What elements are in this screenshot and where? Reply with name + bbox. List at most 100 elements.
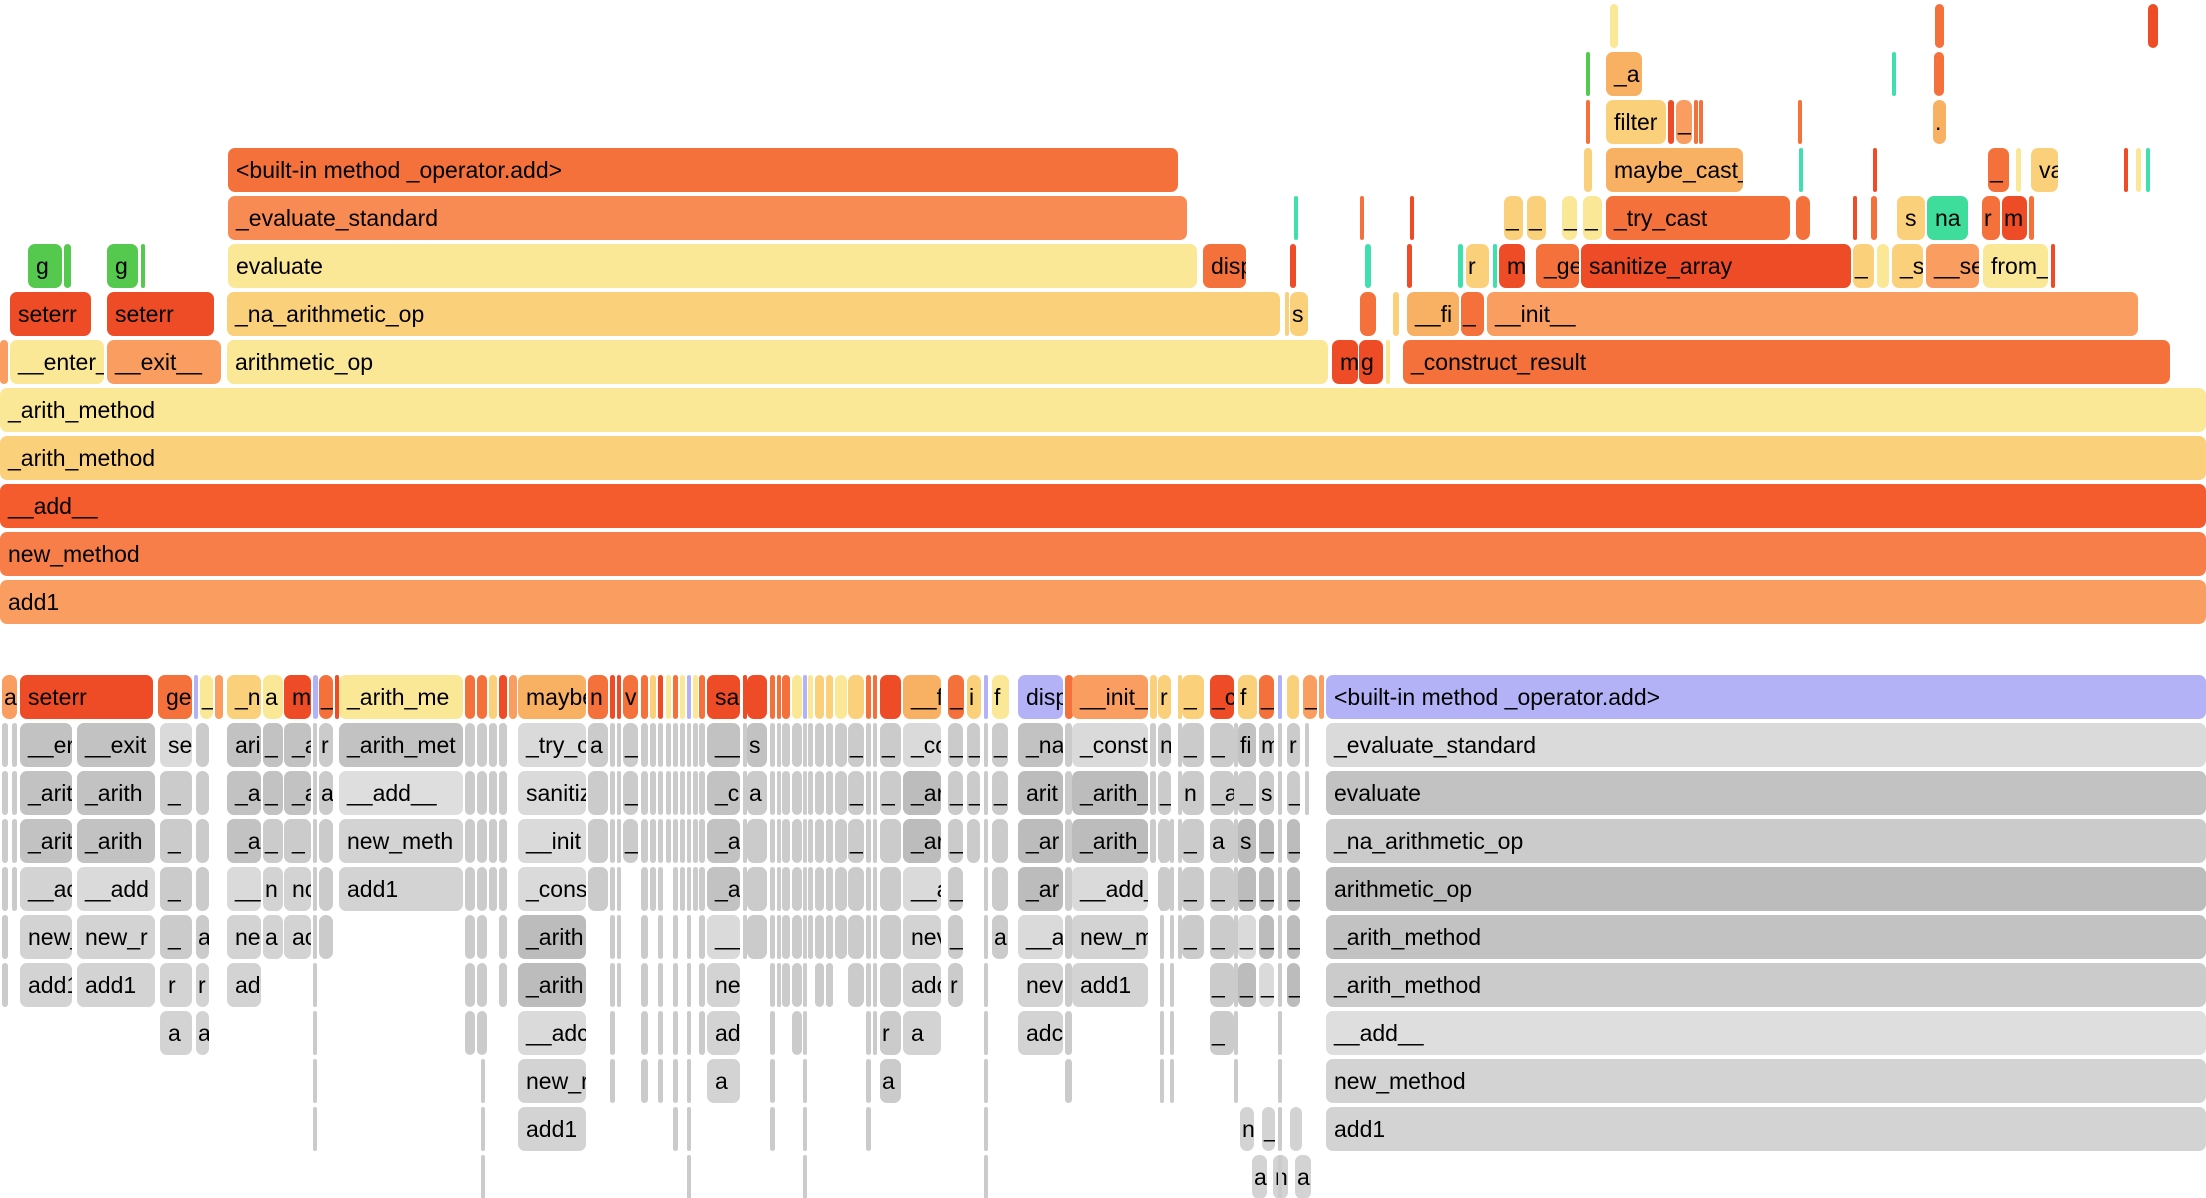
flame-frame[interactable] — [673, 1059, 678, 1103]
flame-frame[interactable] — [873, 771, 877, 815]
flame-frame[interactable] — [687, 1011, 691, 1055]
flame-frame[interactable] — [770, 1107, 775, 1151]
flame-frame[interactable] — [803, 723, 807, 767]
flame-frame[interactable] — [673, 723, 678, 767]
flame-frame[interactable] — [313, 963, 317, 1007]
flame-frame[interactable] — [499, 963, 507, 1007]
flame-frame[interactable] — [873, 723, 877, 767]
flame-frame[interactable]: arithmetic_op — [1326, 867, 2206, 911]
flame-frame[interactable] — [1160, 867, 1164, 911]
flame-frame[interactable] — [815, 963, 824, 1007]
flame-frame[interactable]: _ — [1182, 867, 1204, 911]
flame-frame[interactable]: _ — [263, 723, 283, 767]
flame-frame[interactable]: __ — [707, 915, 740, 959]
flame-frame[interactable] — [1365, 244, 1371, 288]
flame-frame[interactable] — [641, 963, 648, 1007]
flame-frame[interactable] — [477, 867, 487, 911]
flame-frame[interactable] — [673, 771, 678, 815]
flame-frame[interactable]: _arit — [20, 771, 72, 815]
flame-frame[interactable] — [1278, 723, 1282, 767]
flame-frame[interactable] — [699, 963, 705, 1007]
flame-frame[interactable]: _const — [1072, 723, 1148, 767]
flame-frame[interactable]: __er — [20, 723, 72, 767]
flame-frame[interactable]: __init — [518, 819, 586, 863]
flame-frame[interactable] — [465, 675, 475, 719]
flame-frame[interactable] — [215, 675, 223, 719]
flame-frame[interactable] — [792, 963, 802, 1007]
flame-frame[interactable]: a — [903, 1011, 941, 1055]
flame-frame[interactable]: a — [196, 1011, 209, 1055]
flame-frame[interactable]: _a — [227, 771, 261, 815]
flame-frame[interactable]: _ — [1210, 963, 1234, 1007]
flame-frame[interactable] — [610, 771, 615, 815]
flame-frame[interactable] — [866, 915, 871, 959]
flame-frame[interactable]: _ — [1210, 723, 1234, 767]
flame-frame[interactable]: _evaluate_standard — [1326, 723, 2206, 767]
flame-frame[interactable] — [687, 819, 691, 863]
flame-frame[interactable]: _ — [200, 675, 213, 719]
flame-frame[interactable]: _ — [1527, 196, 1546, 240]
flame-frame[interactable]: r — [196, 963, 209, 1007]
flame-frame[interactable] — [12, 723, 17, 767]
flame-frame[interactable] — [967, 819, 980, 863]
flame-frame[interactable] — [1798, 100, 1802, 144]
flame-frame-selected[interactable] — [313, 675, 318, 719]
flame-frame[interactable] — [747, 675, 767, 719]
flame-frame[interactable] — [699, 867, 705, 911]
flame-frame[interactable]: _ — [623, 771, 638, 815]
flame-frame[interactable]: filter — [1606, 100, 1666, 144]
flame-frame[interactable]: _a — [227, 819, 261, 863]
flame-frame[interactable]: r — [1982, 196, 2000, 240]
flame-frame[interactable]: _arith_method — [0, 388, 2206, 432]
flame-frame[interactable]: _ — [948, 771, 963, 815]
flame-frame[interactable]: _ — [1562, 196, 1577, 240]
flame-frame[interactable]: f — [992, 675, 1009, 719]
flame-frame[interactable]: evaluate — [228, 244, 1197, 288]
flame-frame[interactable] — [770, 1011, 775, 1055]
flame-frame[interactable]: maybe_cast_t — [1606, 148, 1743, 192]
flame-frame[interactable] — [693, 867, 698, 911]
flame-frame[interactable] — [588, 867, 608, 911]
flame-frame[interactable] — [617, 819, 621, 863]
flame-frame[interactable] — [2, 915, 8, 959]
flame-frame[interactable] — [815, 771, 824, 815]
flame-frame[interactable] — [1934, 52, 1944, 96]
flame-frame[interactable] — [873, 1011, 877, 1055]
flame-frame[interactable] — [2136, 148, 2141, 192]
flame-frame[interactable] — [687, 771, 691, 815]
flame-frame[interactable] — [465, 1011, 475, 1055]
flame-frame[interactable] — [693, 723, 698, 767]
flame-frame[interactable]: se — [160, 723, 192, 767]
flame-frame[interactable]: _ — [848, 723, 864, 767]
flame-frame[interactable] — [313, 915, 317, 959]
flame-frame[interactable]: new_r — [77, 915, 155, 959]
flame-frame[interactable]: seterr — [20, 675, 153, 719]
flame-frame[interactable]: i — [967, 675, 981, 719]
flame-frame[interactable]: _ — [263, 819, 283, 863]
flame-frame[interactable]: _ — [1182, 915, 1204, 959]
flame-frame[interactable]: _ — [848, 771, 864, 815]
flame-frame[interactable] — [743, 915, 747, 959]
flame-frame[interactable]: va — [2031, 148, 2058, 192]
flame-frame[interactable] — [873, 867, 877, 911]
flame-frame[interactable] — [1234, 819, 1238, 863]
flame-frame[interactable]: r — [160, 963, 192, 1007]
flame-frame-selected[interactable]: disp — [1018, 675, 1063, 719]
flame-frame[interactable] — [848, 963, 864, 1007]
flame-frame[interactable] — [808, 867, 813, 911]
flame-frame[interactable] — [641, 819, 648, 863]
flame-frame[interactable]: add1 — [0, 580, 2206, 624]
flame-frame[interactable] — [673, 819, 678, 863]
flame-frame[interactable] — [743, 819, 747, 863]
flame-frame[interactable]: __ac — [20, 867, 72, 911]
flame-frame[interactable]: _ — [848, 819, 864, 863]
flame-frame[interactable]: _na_arithmetic_op — [227, 292, 1280, 336]
flame-frame[interactable]: a — [992, 915, 1008, 959]
flame-frame[interactable] — [866, 723, 871, 767]
flame-frame[interactable] — [699, 675, 705, 719]
flame-frame[interactable]: add1 — [77, 963, 155, 1007]
flame-frame[interactable]: a — [1252, 1155, 1267, 1198]
flame-frame[interactable]: a — [1295, 1155, 1311, 1198]
flame-frame[interactable] — [1407, 244, 1412, 288]
flame-frame[interactable] — [866, 1059, 871, 1103]
